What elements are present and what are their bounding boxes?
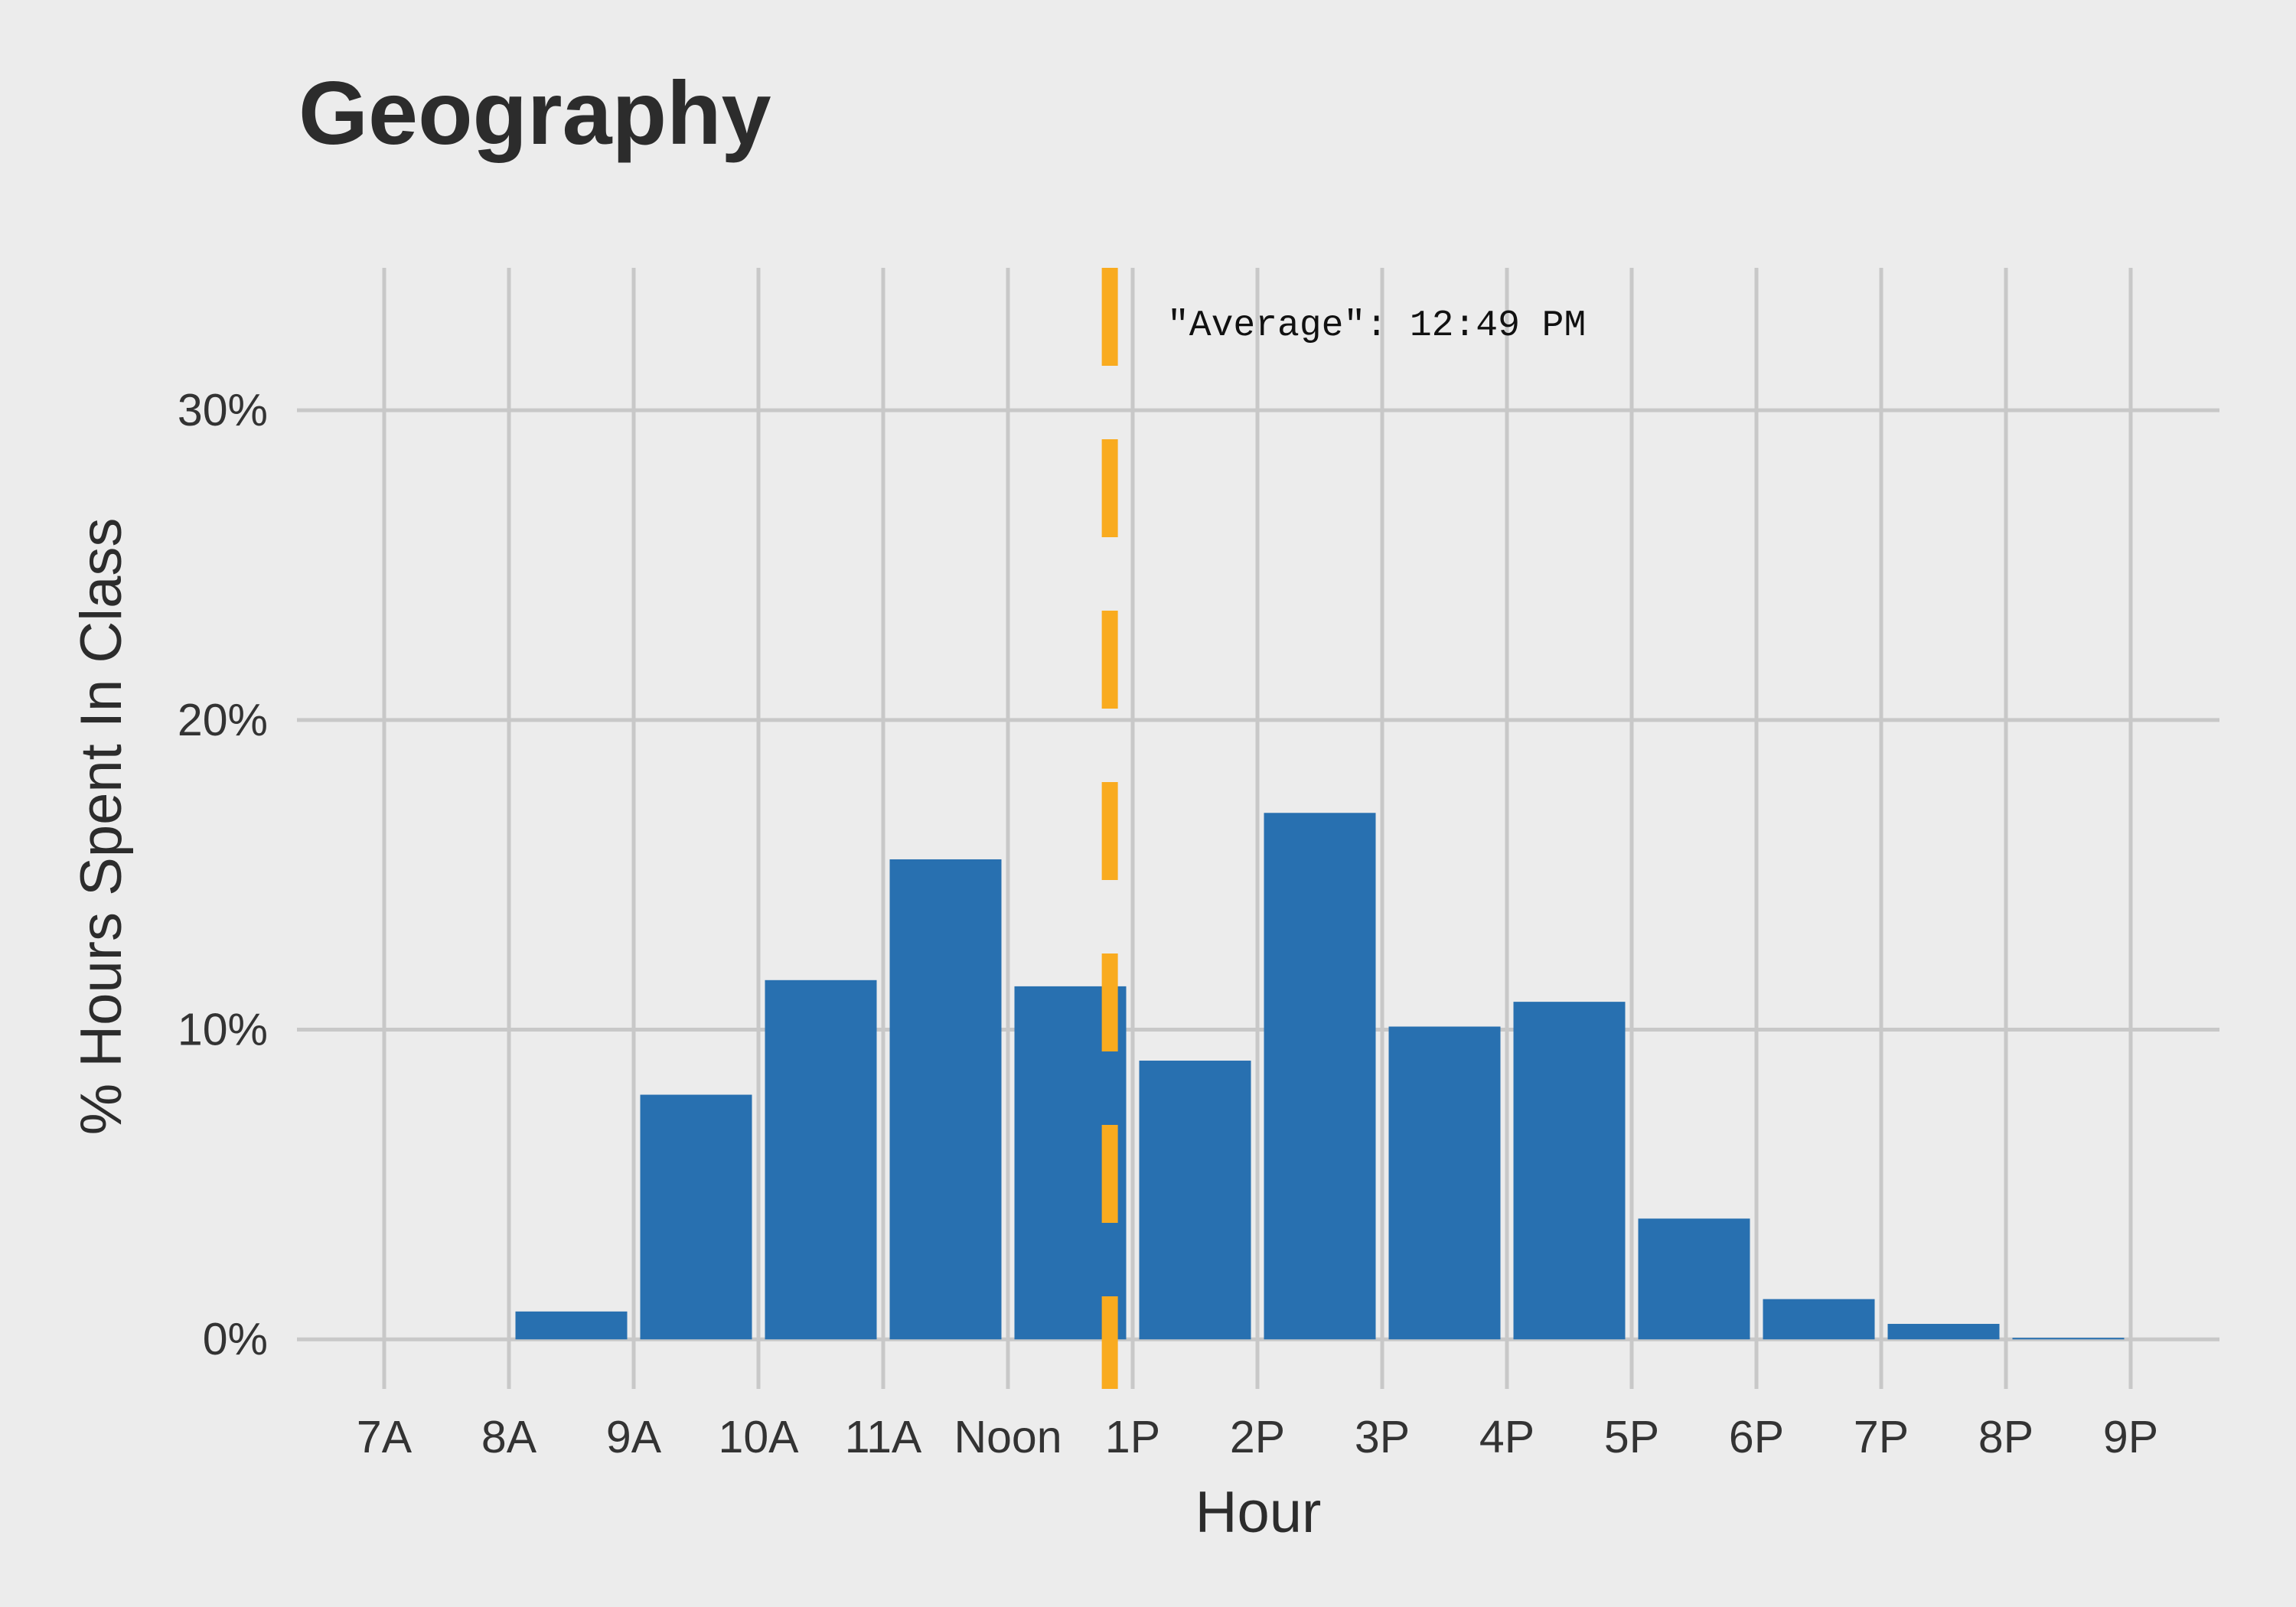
bar-8p (2012, 1338, 2125, 1340)
bar-8a (515, 1311, 628, 1340)
bar-10a (765, 980, 877, 1340)
bar-6p (1763, 1299, 1875, 1340)
x-tick-label: 11A (845, 1412, 922, 1462)
average-annotation: "Average": 12:49 PM (1101, 268, 1586, 1389)
axis-ticks: 7A 8A 9A 10A 11A Noon 1P 2P 3P 4P 5P 6P 7P 8P 9P 0% 10% 2… (178, 385, 2158, 1462)
x-tick-label: 8A (481, 1412, 537, 1462)
x-tick-label: 4P (1479, 1412, 1534, 1462)
bar-11a (889, 859, 1002, 1340)
x-tick-label: 1P (1105, 1412, 1160, 1462)
x-tick-label: 7A (357, 1412, 413, 1462)
x-tick-label: 2P (1230, 1412, 1285, 1462)
bar-5p (1638, 1218, 1750, 1340)
bar-7p (1887, 1324, 2000, 1340)
x-tick-label: 7P (1854, 1412, 1909, 1462)
bars (515, 813, 2125, 1340)
x-tick-label: 5P (1604, 1412, 1659, 1462)
y-tick-label: 10% (178, 1005, 268, 1055)
x-tick-label: 10A (719, 1412, 800, 1462)
y-axis-label: % Hours Spent In Class (69, 518, 134, 1136)
bar-9a (640, 1094, 752, 1340)
average-label: "Average": 12:49 PM (1167, 305, 1586, 347)
bar-3p (1388, 1026, 1501, 1340)
bar-1p (1139, 1061, 1251, 1340)
chart-title: Geography (298, 63, 771, 163)
x-tick-label: 3P (1355, 1412, 1410, 1462)
y-tick-label: 0% (203, 1314, 268, 1364)
y-tick-label: 30% (178, 385, 268, 435)
x-axis-label: Hour (1195, 1480, 1322, 1545)
bar-2p (1264, 813, 1376, 1340)
bar-4p (1513, 1002, 1626, 1340)
x-tick-label: 9A (606, 1412, 662, 1462)
x-tick-label: 6P (1729, 1412, 1784, 1462)
x-tick-label: 8P (1978, 1412, 2033, 1462)
x-tick-label: Noon (954, 1412, 1062, 1462)
x-tick-label: 9P (2103, 1412, 2158, 1462)
grid-lines (297, 268, 2219, 1389)
y-tick-label: 20% (178, 695, 268, 745)
